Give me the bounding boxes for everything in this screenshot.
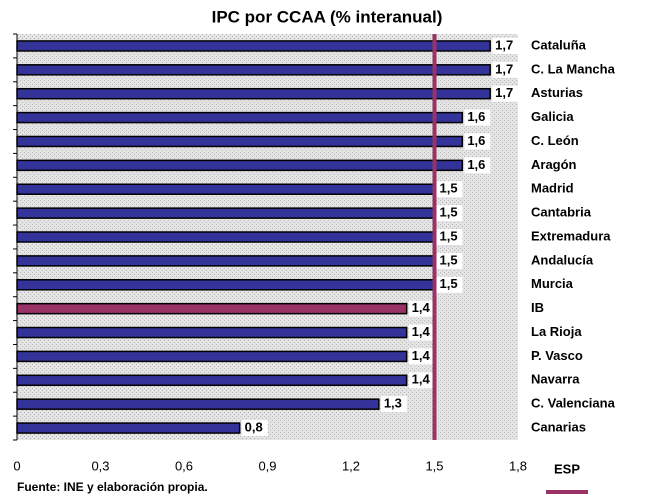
bar	[16, 231, 436, 243]
bar	[16, 422, 241, 434]
bar	[16, 183, 436, 195]
x-tick-label: 1,5	[425, 458, 443, 473]
bar	[16, 64, 491, 76]
source-note: Fuente: INE y elaboración propia.	[17, 480, 208, 494]
value-label: 1,7	[495, 85, 513, 100]
category-label: Andalucía	[531, 252, 594, 267]
value-label-bg	[408, 372, 435, 389]
category-label: Canarias	[531, 419, 586, 434]
value-label-bg	[380, 396, 407, 413]
value-label: 1,5	[440, 252, 458, 267]
value-label-bg	[464, 133, 491, 150]
x-tick-label: 1,2	[342, 458, 360, 473]
value-label: 1,3	[384, 396, 402, 411]
bar	[16, 302, 408, 315]
value-label: 1,6	[467, 133, 485, 148]
value-label: 1,5	[440, 276, 458, 291]
value-label-bg	[464, 157, 491, 174]
bar	[16, 279, 436, 291]
bar	[16, 398, 380, 410]
category-label: C. La Mancha	[531, 61, 616, 76]
value-label: 1,7	[495, 61, 513, 76]
category-label: Murcia	[531, 276, 574, 291]
value-label: 1,6	[467, 109, 485, 124]
bar	[16, 207, 436, 219]
x-tick-label: 0	[13, 458, 20, 473]
category-label: P. Vasco	[531, 348, 583, 363]
value-label-bg	[436, 252, 463, 269]
value-label-bg	[408, 348, 435, 365]
category-label: Madrid	[531, 181, 574, 196]
bar	[16, 255, 436, 267]
value-label-bg	[408, 324, 435, 341]
x-tick-label: 0,3	[91, 458, 109, 473]
category-label: Navarra	[531, 372, 580, 387]
category-label: Aragón	[531, 157, 577, 172]
bar	[16, 159, 464, 172]
value-label-bg	[492, 61, 519, 78]
x-tick-label: 0,9	[258, 458, 276, 473]
value-label: 1,4	[412, 324, 431, 339]
chart-title: IPC por CCAA (% interanual)	[212, 7, 443, 26]
value-label: 1,4	[412, 300, 431, 315]
value-label-bg	[408, 300, 435, 317]
value-label: 1,4	[412, 348, 431, 363]
category-label: Extremadura	[531, 228, 611, 243]
value-label: 1,4	[412, 372, 431, 387]
value-label: 1,7	[495, 37, 513, 52]
value-label: 0,8	[245, 419, 263, 434]
value-label-bg	[436, 205, 463, 222]
bar	[16, 111, 464, 124]
category-label: C. León	[531, 133, 579, 148]
value-label-bg	[241, 420, 268, 437]
bar	[16, 326, 408, 339]
value-label-bg	[436, 229, 463, 245]
category-label: La Rioja	[531, 324, 582, 339]
category-label: Cantabria	[531, 205, 592, 220]
value-label-bg	[464, 109, 491, 126]
category-label: C. Valenciana	[531, 396, 616, 411]
x-tick-label: 1,8	[509, 458, 527, 473]
value-label: 1,5	[440, 205, 458, 220]
value-label: 1,5	[440, 181, 458, 196]
category-label: IB	[531, 300, 544, 315]
value-label: 1,5	[440, 228, 458, 243]
value-label-bg	[492, 85, 519, 102]
category-label: Galicia	[531, 109, 574, 124]
value-label-bg	[492, 37, 519, 54]
bar	[16, 40, 491, 52]
value-label: 1,6	[467, 157, 485, 172]
bar	[16, 350, 408, 363]
category-label: Asturias	[531, 85, 583, 100]
bar	[16, 87, 491, 100]
legend-label: ESP	[554, 461, 580, 476]
value-label-bg	[436, 181, 463, 198]
x-tick-label: 0,6	[175, 458, 193, 473]
value-label-bg	[436, 276, 463, 293]
bar	[16, 135, 464, 148]
category-label: Cataluña	[531, 37, 587, 52]
bar	[16, 374, 408, 387]
